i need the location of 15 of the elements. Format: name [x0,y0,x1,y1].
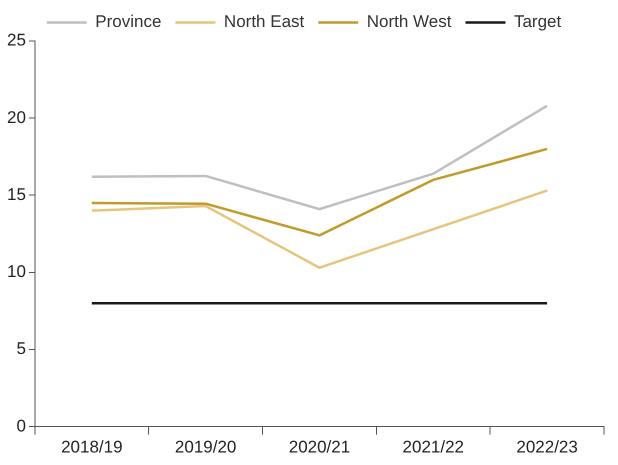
legend-label: Province [95,12,162,32]
x-tick-label: 2022/23 [516,437,578,456]
x-tick-label: 2021/22 [402,437,464,456]
y-tick-label: 10 [6,262,26,282]
x-tick-label: 2018/19 [61,437,123,456]
y-tick-label: 0 [16,416,26,436]
x-tick-label: 2019/20 [174,437,236,456]
y-tick-label: 5 [16,339,26,358]
x-tick-label: 2020/21 [288,437,350,456]
y-tick-label: 25 [6,30,26,50]
legend-label: North West [366,12,452,32]
legend-label: Target [514,12,562,32]
legend-label: North East [224,12,305,32]
y-tick-label: 15 [6,184,26,204]
y-tick-label: 20 [6,108,26,127]
